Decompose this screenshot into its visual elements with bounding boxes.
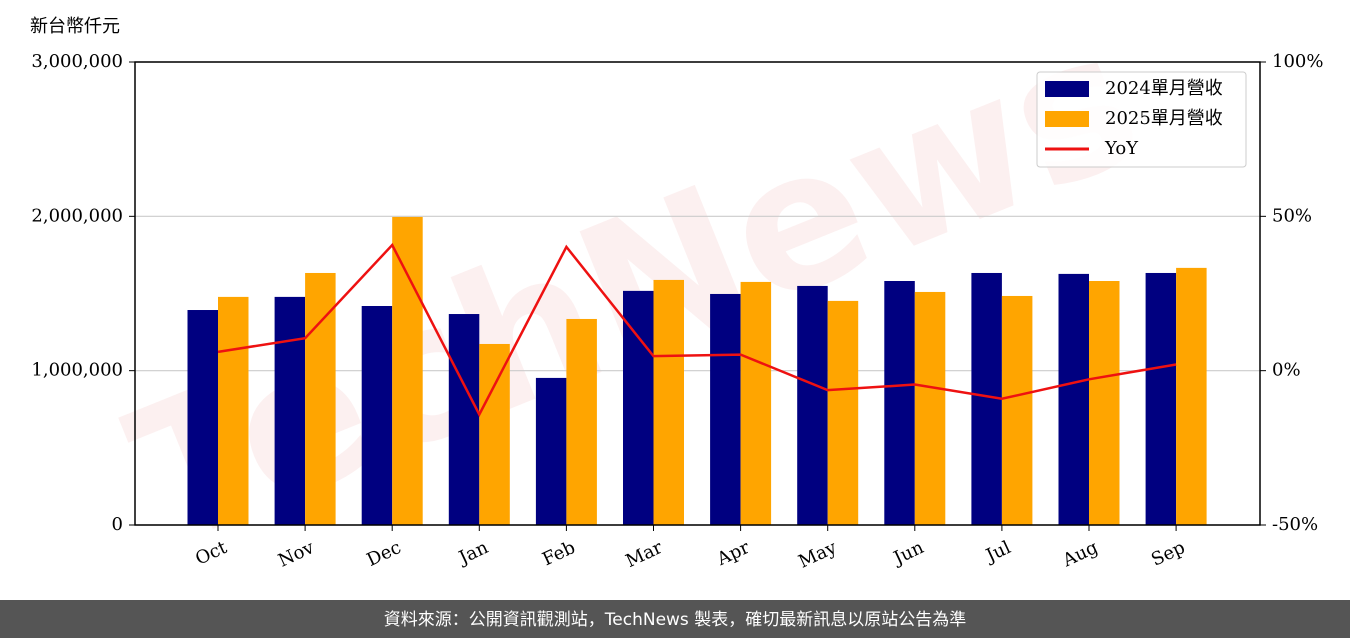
x-tick-label: Mar [623, 537, 666, 572]
plot-frame [134, 61, 1261, 526]
legend-label: 2025單月營收 [1105, 108, 1223, 129]
bar [1176, 267, 1207, 525]
yoy-line [217, 242, 1177, 418]
bar [884, 280, 915, 525]
x-tick-label: Jun [889, 537, 928, 570]
bar [305, 272, 336, 525]
bar [1089, 280, 1120, 525]
bar [1058, 273, 1089, 525]
x-tick-label: Dec [364, 537, 405, 571]
bar [274, 296, 306, 525]
x-tick-label: Feb [539, 537, 578, 570]
x-tick-label: Jul [981, 537, 1014, 567]
bar [535, 377, 567, 525]
x-tick-label: Sep [1148, 537, 1188, 571]
x-tick-label: Jan [454, 537, 492, 570]
bar [740, 281, 772, 525]
legend-swatch [1045, 111, 1089, 127]
y-tick-label: 3,000,000 [31, 51, 123, 72]
y2-tick-label: 100% [1272, 51, 1323, 72]
x-tick-label: Apr [713, 537, 753, 571]
bar [623, 290, 654, 525]
y2-tick-label: -50% [1272, 514, 1318, 535]
bar [218, 296, 249, 525]
legend-swatch [1045, 81, 1089, 97]
footer: 資料來源：公開資訊觀測站，TechNews 製表，確切最新訊息以原站公告為準 [384, 610, 966, 630]
bar [392, 216, 423, 525]
bar [710, 293, 741, 525]
y-tick-label: 0 [112, 514, 123, 535]
bar [1145, 272, 1177, 525]
legend-label: 2024單月營收 [1105, 78, 1223, 99]
y-tick-label: 1,000,000 [31, 360, 123, 381]
legend-label: YoY [1104, 138, 1139, 159]
footer-bar [0, 600, 1350, 638]
bar [448, 314, 480, 525]
bar [827, 300, 859, 525]
bar [797, 285, 828, 525]
bar [187, 310, 218, 525]
y2-tick-label: 50% [1272, 205, 1312, 226]
bar [653, 279, 684, 525]
bar [566, 318, 597, 525]
y2-tick-label: 0% [1272, 360, 1301, 381]
bar [361, 306, 393, 525]
y-tick-label: 2,000,000 [31, 205, 123, 226]
y-unit-label: 新台幣仟元 [30, 16, 120, 37]
bar [479, 343, 510, 525]
bar [914, 291, 946, 525]
x-tick-label: Aug [1059, 537, 1102, 572]
x-tick-label: May [795, 537, 840, 573]
legend-box [1036, 71, 1247, 168]
bar [1001, 295, 1033, 525]
